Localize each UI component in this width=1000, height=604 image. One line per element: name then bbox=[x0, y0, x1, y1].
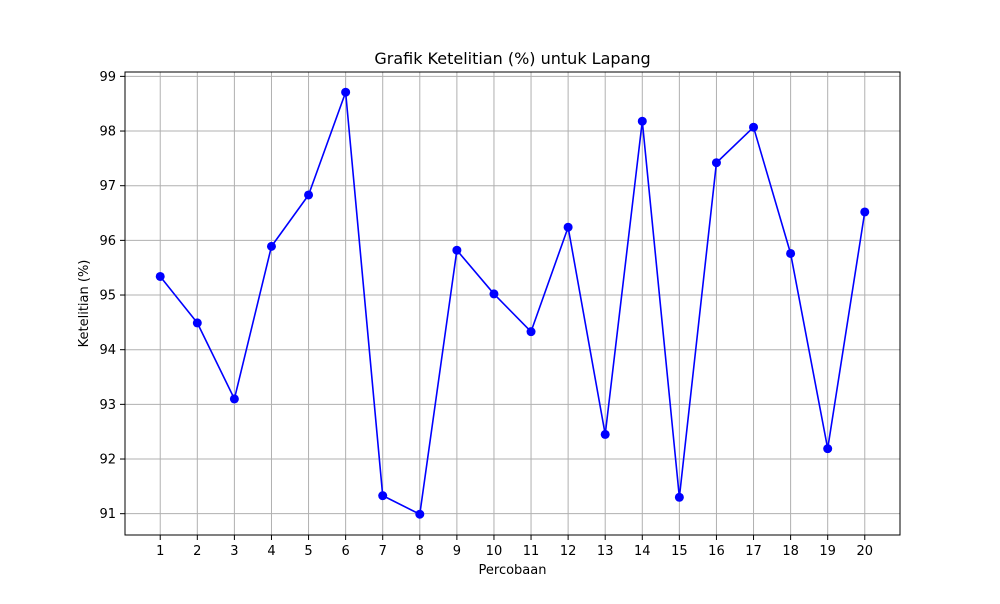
x-tick-label: 1 bbox=[156, 544, 164, 559]
series-line bbox=[159, 91, 866, 516]
data-point bbox=[600, 429, 610, 439]
data-point bbox=[415, 509, 425, 519]
y-tick-label: 98 bbox=[99, 125, 116, 140]
data-point bbox=[304, 190, 314, 200]
data-point bbox=[674, 492, 684, 502]
y-tick-label: 95 bbox=[99, 289, 116, 304]
x-axis-ticks: 1 2 3 4 5 6 7 8 9 10 11 12 13 14 15 16 17 18 19 20 bbox=[156, 535, 873, 559]
x-tick-label: 12 bbox=[560, 544, 577, 559]
x-tick-label: 10 bbox=[486, 544, 503, 559]
data-point bbox=[786, 248, 796, 258]
plot-frame bbox=[124, 71, 901, 536]
y-tick-label: 93 bbox=[99, 398, 116, 413]
x-tick-label: 20 bbox=[856, 544, 873, 559]
x-tick-label: 6 bbox=[341, 544, 349, 559]
data-point bbox=[637, 116, 647, 126]
x-tick-label: 17 bbox=[745, 544, 762, 559]
data-point bbox=[860, 207, 870, 217]
chart-title: Grafik Ketelitian (%) untuk Lapang bbox=[374, 49, 650, 68]
x-tick-label: 16 bbox=[708, 544, 725, 559]
x-tick-label: 19 bbox=[819, 544, 836, 559]
x-tick-label: 4 bbox=[267, 544, 275, 559]
x-tick-label: 7 bbox=[379, 544, 387, 559]
data-point bbox=[452, 245, 462, 255]
x-tick-label: 13 bbox=[597, 544, 614, 559]
x-axis-label: Percobaan bbox=[479, 563, 547, 578]
data-point bbox=[711, 158, 721, 168]
data-point bbox=[749, 122, 759, 132]
x-tick-label: 5 bbox=[304, 544, 312, 559]
x-tick-label: 18 bbox=[782, 544, 799, 559]
data-point bbox=[229, 394, 239, 404]
data-point bbox=[266, 241, 276, 251]
x-tick-label: 15 bbox=[671, 544, 688, 559]
data-point bbox=[823, 444, 833, 454]
y-tick-label: 91 bbox=[99, 507, 116, 522]
y-axis-label: Ketelitian (%) bbox=[77, 260, 92, 348]
y-tick-label: 99 bbox=[99, 70, 116, 85]
x-tick-label: 2 bbox=[193, 544, 201, 559]
y-tick-label: 96 bbox=[99, 234, 116, 249]
data-point bbox=[563, 222, 573, 232]
x-tick-label: 9 bbox=[453, 544, 461, 559]
y-tick-label: 94 bbox=[99, 343, 116, 358]
grid-lines bbox=[125, 72, 900, 535]
data-point bbox=[526, 327, 536, 337]
y-tick-label: 92 bbox=[99, 453, 116, 468]
data-point bbox=[489, 289, 499, 299]
data-point bbox=[192, 318, 202, 328]
y-tick-label: 97 bbox=[99, 179, 116, 194]
x-tick-label: 11 bbox=[523, 544, 540, 559]
data-point bbox=[155, 271, 165, 281]
series-layer bbox=[155, 87, 870, 519]
y-axis-ticks: 91 92 93 94 95 96 97 98 99 bbox=[99, 70, 125, 522]
x-tick-label: 14 bbox=[634, 544, 651, 559]
x-tick-label: 8 bbox=[416, 544, 424, 559]
data-point bbox=[341, 87, 351, 97]
x-tick-label: 3 bbox=[230, 544, 238, 559]
data-point bbox=[378, 491, 388, 501]
